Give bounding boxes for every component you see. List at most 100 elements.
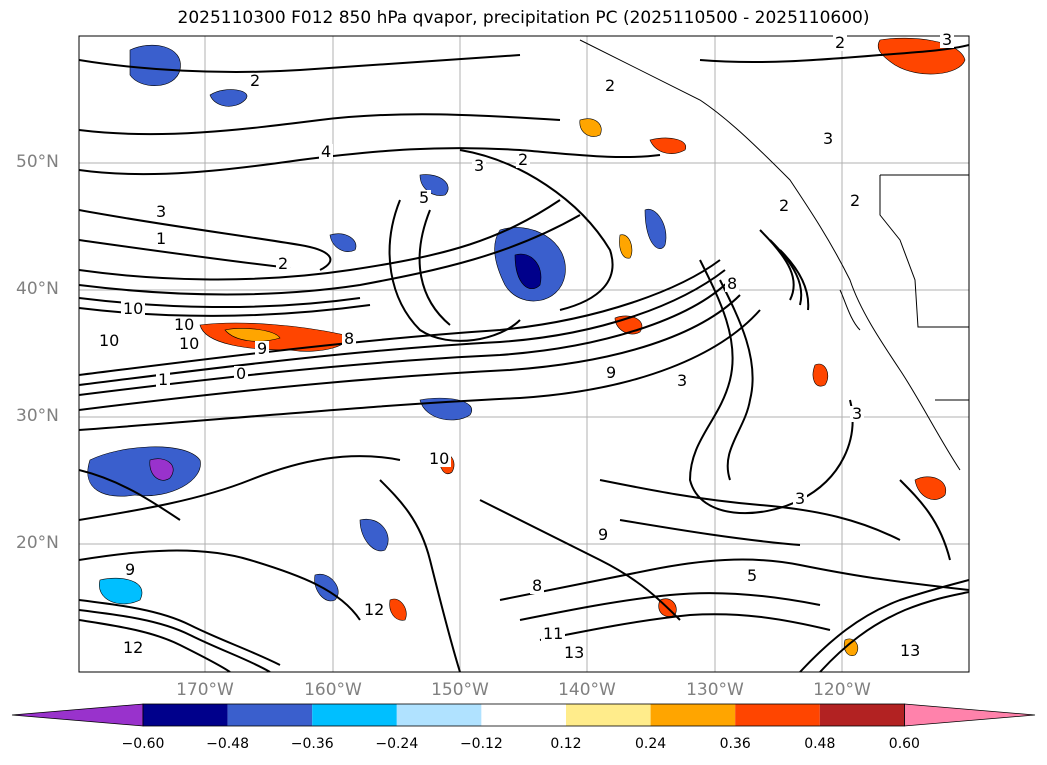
- contour-label-bg: [850, 406, 864, 422]
- contour-label: 3: [474, 156, 484, 175]
- lon-label-120w: 120°W: [813, 680, 871, 700]
- contour-label-bg: [603, 78, 617, 94]
- lon-label-170w: 170°W: [176, 680, 234, 700]
- contour-label-bg: [793, 491, 807, 507]
- colorbar-tick-label: −0.36: [290, 736, 334, 752]
- contour-label: 10: [174, 315, 194, 334]
- contour-label: 8: [727, 274, 737, 293]
- lat-label-20n: 20°N: [16, 533, 59, 553]
- colorbar-tick-label: −0.12: [459, 736, 503, 752]
- contour-label: 10: [429, 449, 449, 468]
- colorbar-tick-label: 0.48: [804, 736, 836, 752]
- colorbar-segment: [735, 704, 820, 726]
- colorbar-tick-label: 0.60: [888, 736, 920, 752]
- contour-label-bg: [123, 562, 137, 578]
- contour-label-bg: [276, 256, 290, 272]
- contour-label-bg: [234, 366, 248, 382]
- contour-label: 9: [125, 560, 135, 579]
- contour-label: 9: [257, 339, 267, 358]
- lon-label-140w: 140°W: [558, 680, 616, 700]
- colorbar-segment: [650, 704, 736, 726]
- contour-label-bg: [604, 365, 618, 381]
- map-frame: [78, 35, 970, 673]
- lon-label-150w: 150°W: [431, 680, 489, 700]
- contour-label-bg: [154, 204, 168, 220]
- contour-label: 1: [158, 370, 168, 389]
- contour-label: 2: [605, 76, 615, 95]
- colorbar-tick-label: −0.60: [121, 736, 165, 752]
- colorbar-extend-min: [11, 703, 144, 727]
- contour-label: 5: [747, 566, 757, 585]
- contour-label: 8: [532, 576, 542, 595]
- precip-patches: [87, 37, 966, 656]
- contour-label-bg: [342, 331, 356, 347]
- colorbar-segment: [312, 704, 397, 726]
- contour-label: 3: [852, 404, 862, 423]
- contour-label: 2: [850, 191, 860, 210]
- lat-label-30n: 30°N: [16, 406, 59, 426]
- contour-label: 9: [606, 363, 616, 382]
- contour-label-bg: [172, 317, 196, 333]
- contour-label: 0: [236, 364, 246, 383]
- contour-label-bg: [745, 568, 759, 584]
- colorbar: [11, 703, 1036, 727]
- contour-label: 12: [123, 638, 143, 657]
- contour-label: 13: [564, 643, 584, 662]
- contour-label-bg: [121, 640, 145, 656]
- contour-label-bg: [97, 333, 121, 349]
- colorbar-segment: [143, 704, 228, 726]
- contour-label: 11: [543, 624, 563, 643]
- contour-label: 5: [419, 188, 429, 207]
- contour-label: 10: [99, 331, 119, 350]
- contour-label: 2: [779, 196, 789, 215]
- contour-label: 1: [156, 229, 166, 248]
- colorbar-segments: [11, 703, 1036, 727]
- contour-label-bg: [362, 602, 386, 618]
- contour-label: 12: [364, 600, 384, 619]
- contour-label-bg: [248, 73, 262, 89]
- contour-label-bg: [255, 341, 269, 357]
- contour-label-bg: [675, 373, 689, 389]
- contour-label: 2: [518, 150, 528, 169]
- colorbar-outline: [142, 703, 905, 727]
- colorbar-segment: [566, 704, 651, 726]
- colorbar-tick-label: 0.12: [550, 736, 582, 752]
- contour-label: 8: [344, 329, 354, 348]
- contour-label-bg: [121, 301, 145, 317]
- colorbar-tick-label: 0.24: [635, 736, 667, 752]
- colorbar-segment: [396, 704, 482, 726]
- contour-label: 2: [278, 254, 288, 273]
- contour-label-bg: [530, 578, 544, 594]
- map-background: [79, 36, 969, 672]
- contour-label-bg: [154, 231, 168, 247]
- contour-label: 10: [179, 334, 199, 353]
- colorbar-segment: [227, 704, 313, 726]
- lat-label-40n: 40°N: [16, 279, 59, 299]
- contour-label-bg: [177, 336, 201, 352]
- colorbar-extend-max: [904, 703, 1036, 727]
- contour-label-bg: [319, 144, 333, 160]
- lon-label-130w: 130°W: [686, 680, 744, 700]
- contour-label: 2: [250, 71, 260, 90]
- contour-label: 13: [900, 641, 920, 660]
- colorbar-segment: [819, 704, 905, 726]
- contour-label-bg: [427, 451, 451, 467]
- contour-label: 3: [677, 371, 687, 390]
- contour-label: 9: [598, 525, 608, 544]
- contour-label: 3: [942, 30, 952, 49]
- contour-label-bg: [898, 643, 922, 659]
- contour-label-bg: [562, 645, 586, 661]
- contour-label-bg: [848, 193, 862, 209]
- contour-label-bg: [777, 198, 791, 214]
- contour-label-bg: [596, 527, 610, 543]
- contour-label-bg: [940, 32, 954, 48]
- chart-title: 2025110300 F012 850 hPa qvapor, precipit…: [177, 8, 870, 28]
- lat-label-50n: 50°N: [16, 152, 59, 172]
- contour-label: 10: [123, 299, 143, 318]
- contour-label: 3: [156, 202, 166, 221]
- lon-label-160w: 160°W: [304, 680, 362, 700]
- coastlines: [579, 39, 969, 471]
- contour-label-bg: [833, 35, 847, 51]
